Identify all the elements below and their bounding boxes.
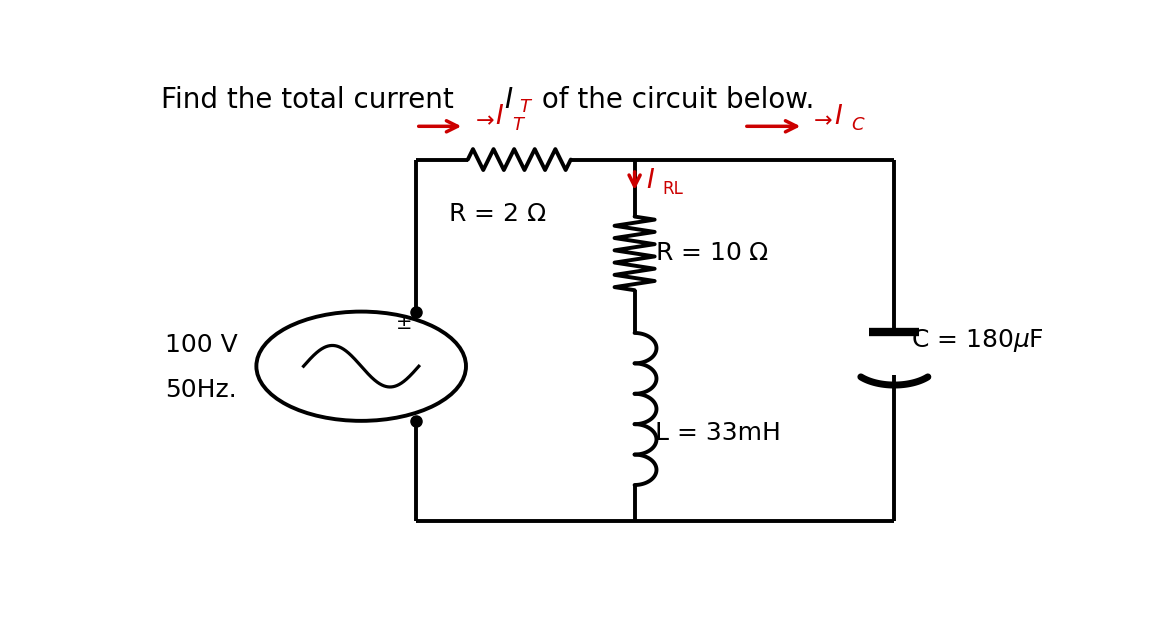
Text: $I$: $I$ [505, 86, 514, 114]
Text: $I$: $I$ [495, 104, 505, 130]
Text: $\rightarrow$: $\rightarrow$ [809, 109, 833, 129]
Text: $C$: $C$ [850, 116, 866, 134]
Text: L = 33mH: L = 33mH [655, 421, 781, 445]
Text: $I$: $I$ [834, 104, 843, 130]
Text: Find the total current: Find the total current [161, 86, 462, 114]
Text: R = 10 $\Omega$: R = 10 $\Omega$ [655, 241, 769, 265]
Text: C = 180$\mu$F: C = 180$\mu$F [910, 326, 1043, 354]
Text: $T$: $T$ [519, 98, 533, 116]
Text: $\pm$: $\pm$ [395, 314, 412, 333]
Text: of the circuit below.: of the circuit below. [533, 86, 814, 114]
Text: 50Hz.: 50Hz. [165, 378, 238, 402]
Text: $T$: $T$ [512, 116, 526, 134]
Text: R = 2 $\Omega$: R = 2 $\Omega$ [448, 202, 546, 226]
Text: 100 V: 100 V [165, 333, 238, 357]
Text: $I$: $I$ [646, 168, 655, 194]
Text: RL: RL [662, 180, 683, 198]
Text: $\rightarrow$: $\rightarrow$ [470, 109, 494, 129]
